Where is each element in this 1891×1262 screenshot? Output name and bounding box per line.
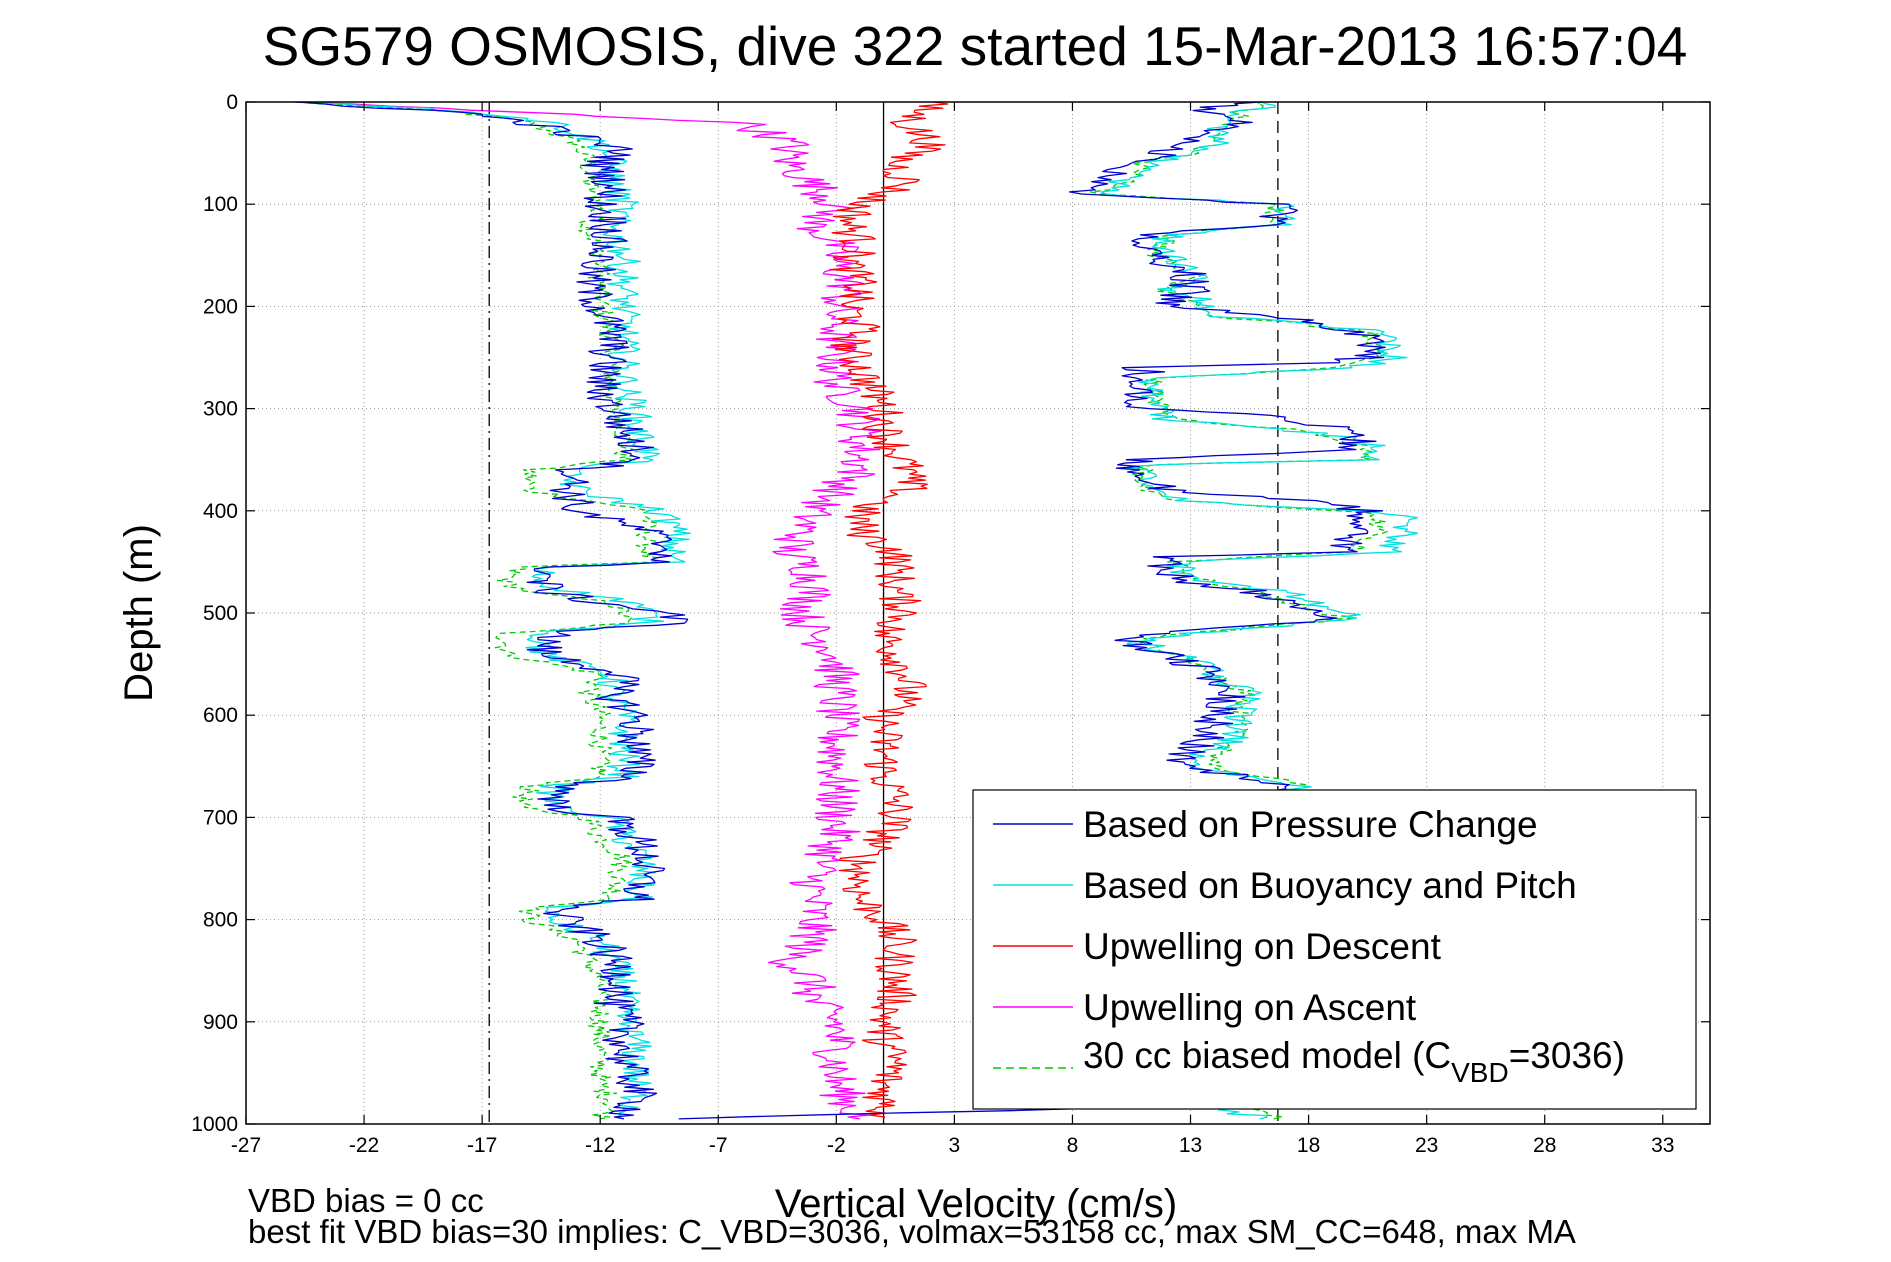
y-tick-label: 300 xyxy=(203,398,238,421)
x-tick-label: 18 xyxy=(1297,1134,1320,1157)
footer-best-fit: best fit VBD bias=30 implies: C_VBD=3036… xyxy=(248,1213,1576,1250)
y-tick-label: 100 xyxy=(203,193,238,216)
y-tick-label: 500 xyxy=(203,602,238,625)
x-tick-label: 8 xyxy=(1067,1134,1079,1157)
legend-items: Based on Pressure Change Based on Buoyanc… xyxy=(993,804,1577,1028)
x-axis-label: Vertical Velocity (cm/s) xyxy=(775,1182,1177,1226)
legend-label: Based on Pressure Change xyxy=(1083,804,1538,845)
legend: Based on Pressure Change Based on Buoyanc… xyxy=(972,789,1697,1110)
legend-label: Upwelling on Ascent xyxy=(1083,987,1417,1028)
x-tick-label: 33 xyxy=(1651,1134,1674,1157)
series-line-3 xyxy=(294,101,882,1120)
legend-label: Upwelling on Descent xyxy=(1083,926,1442,967)
legend-label-model: 30 cc biased model (CVBD=3036) xyxy=(1083,1035,1625,1088)
y-tick-label: 700 xyxy=(203,806,238,829)
x-tick-label: -17 xyxy=(467,1134,497,1157)
x-axis-ticks: -27 -22 -17 -12 -7 -2 3 8 13 18 23 28 33 xyxy=(231,102,1674,1157)
x-tick-label: -2 xyxy=(827,1134,846,1157)
x-tick-label: 3 xyxy=(949,1134,961,1157)
y-tick-label: 800 xyxy=(203,909,238,932)
series-line-0 xyxy=(296,101,689,1120)
x-tick-label: -12 xyxy=(585,1134,615,1157)
series-line-4 xyxy=(296,101,660,1120)
legend-model-subscript: VBD xyxy=(1451,1057,1509,1088)
reference-lines xyxy=(488,102,1279,1124)
chart-title: SG579 OSMOSIS, dive 322 started 15-Mar-2… xyxy=(263,15,1688,77)
x-tick-label: 28 xyxy=(1533,1134,1556,1157)
y-tick-label: 200 xyxy=(203,295,238,318)
series-line-2 xyxy=(829,101,949,1120)
y-tick-label: 400 xyxy=(203,500,238,523)
x-tick-label: -27 xyxy=(231,1134,261,1157)
x-tick-label: -7 xyxy=(709,1134,728,1157)
legend-label: Based on Buoyancy and Pitch xyxy=(1083,865,1577,906)
y-tick-label: 1000 xyxy=(191,1113,238,1136)
y-tick-label: 0 xyxy=(226,91,238,114)
legend-model-suffix: =3036) xyxy=(1509,1035,1625,1076)
y-axis-ticks: 0 100 200 300 400 500 600 700 800 900 1000 xyxy=(191,91,1710,1136)
footer-vbd-bias: VBD bias = 0 cc xyxy=(248,1182,484,1219)
x-tick-label: -22 xyxy=(349,1134,379,1157)
legend-box xyxy=(972,789,1697,1110)
x-tick-label: 23 xyxy=(1415,1134,1438,1157)
y-axis-label: Depth (m) xyxy=(117,524,161,702)
y-tick-label: 600 xyxy=(203,704,238,727)
x-tick-label: 13 xyxy=(1179,1134,1202,1157)
y-tick-label: 900 xyxy=(203,1011,238,1034)
legend-model-prefix: 30 cc biased model (C xyxy=(1083,1035,1451,1076)
series-line-1 xyxy=(307,101,691,1120)
